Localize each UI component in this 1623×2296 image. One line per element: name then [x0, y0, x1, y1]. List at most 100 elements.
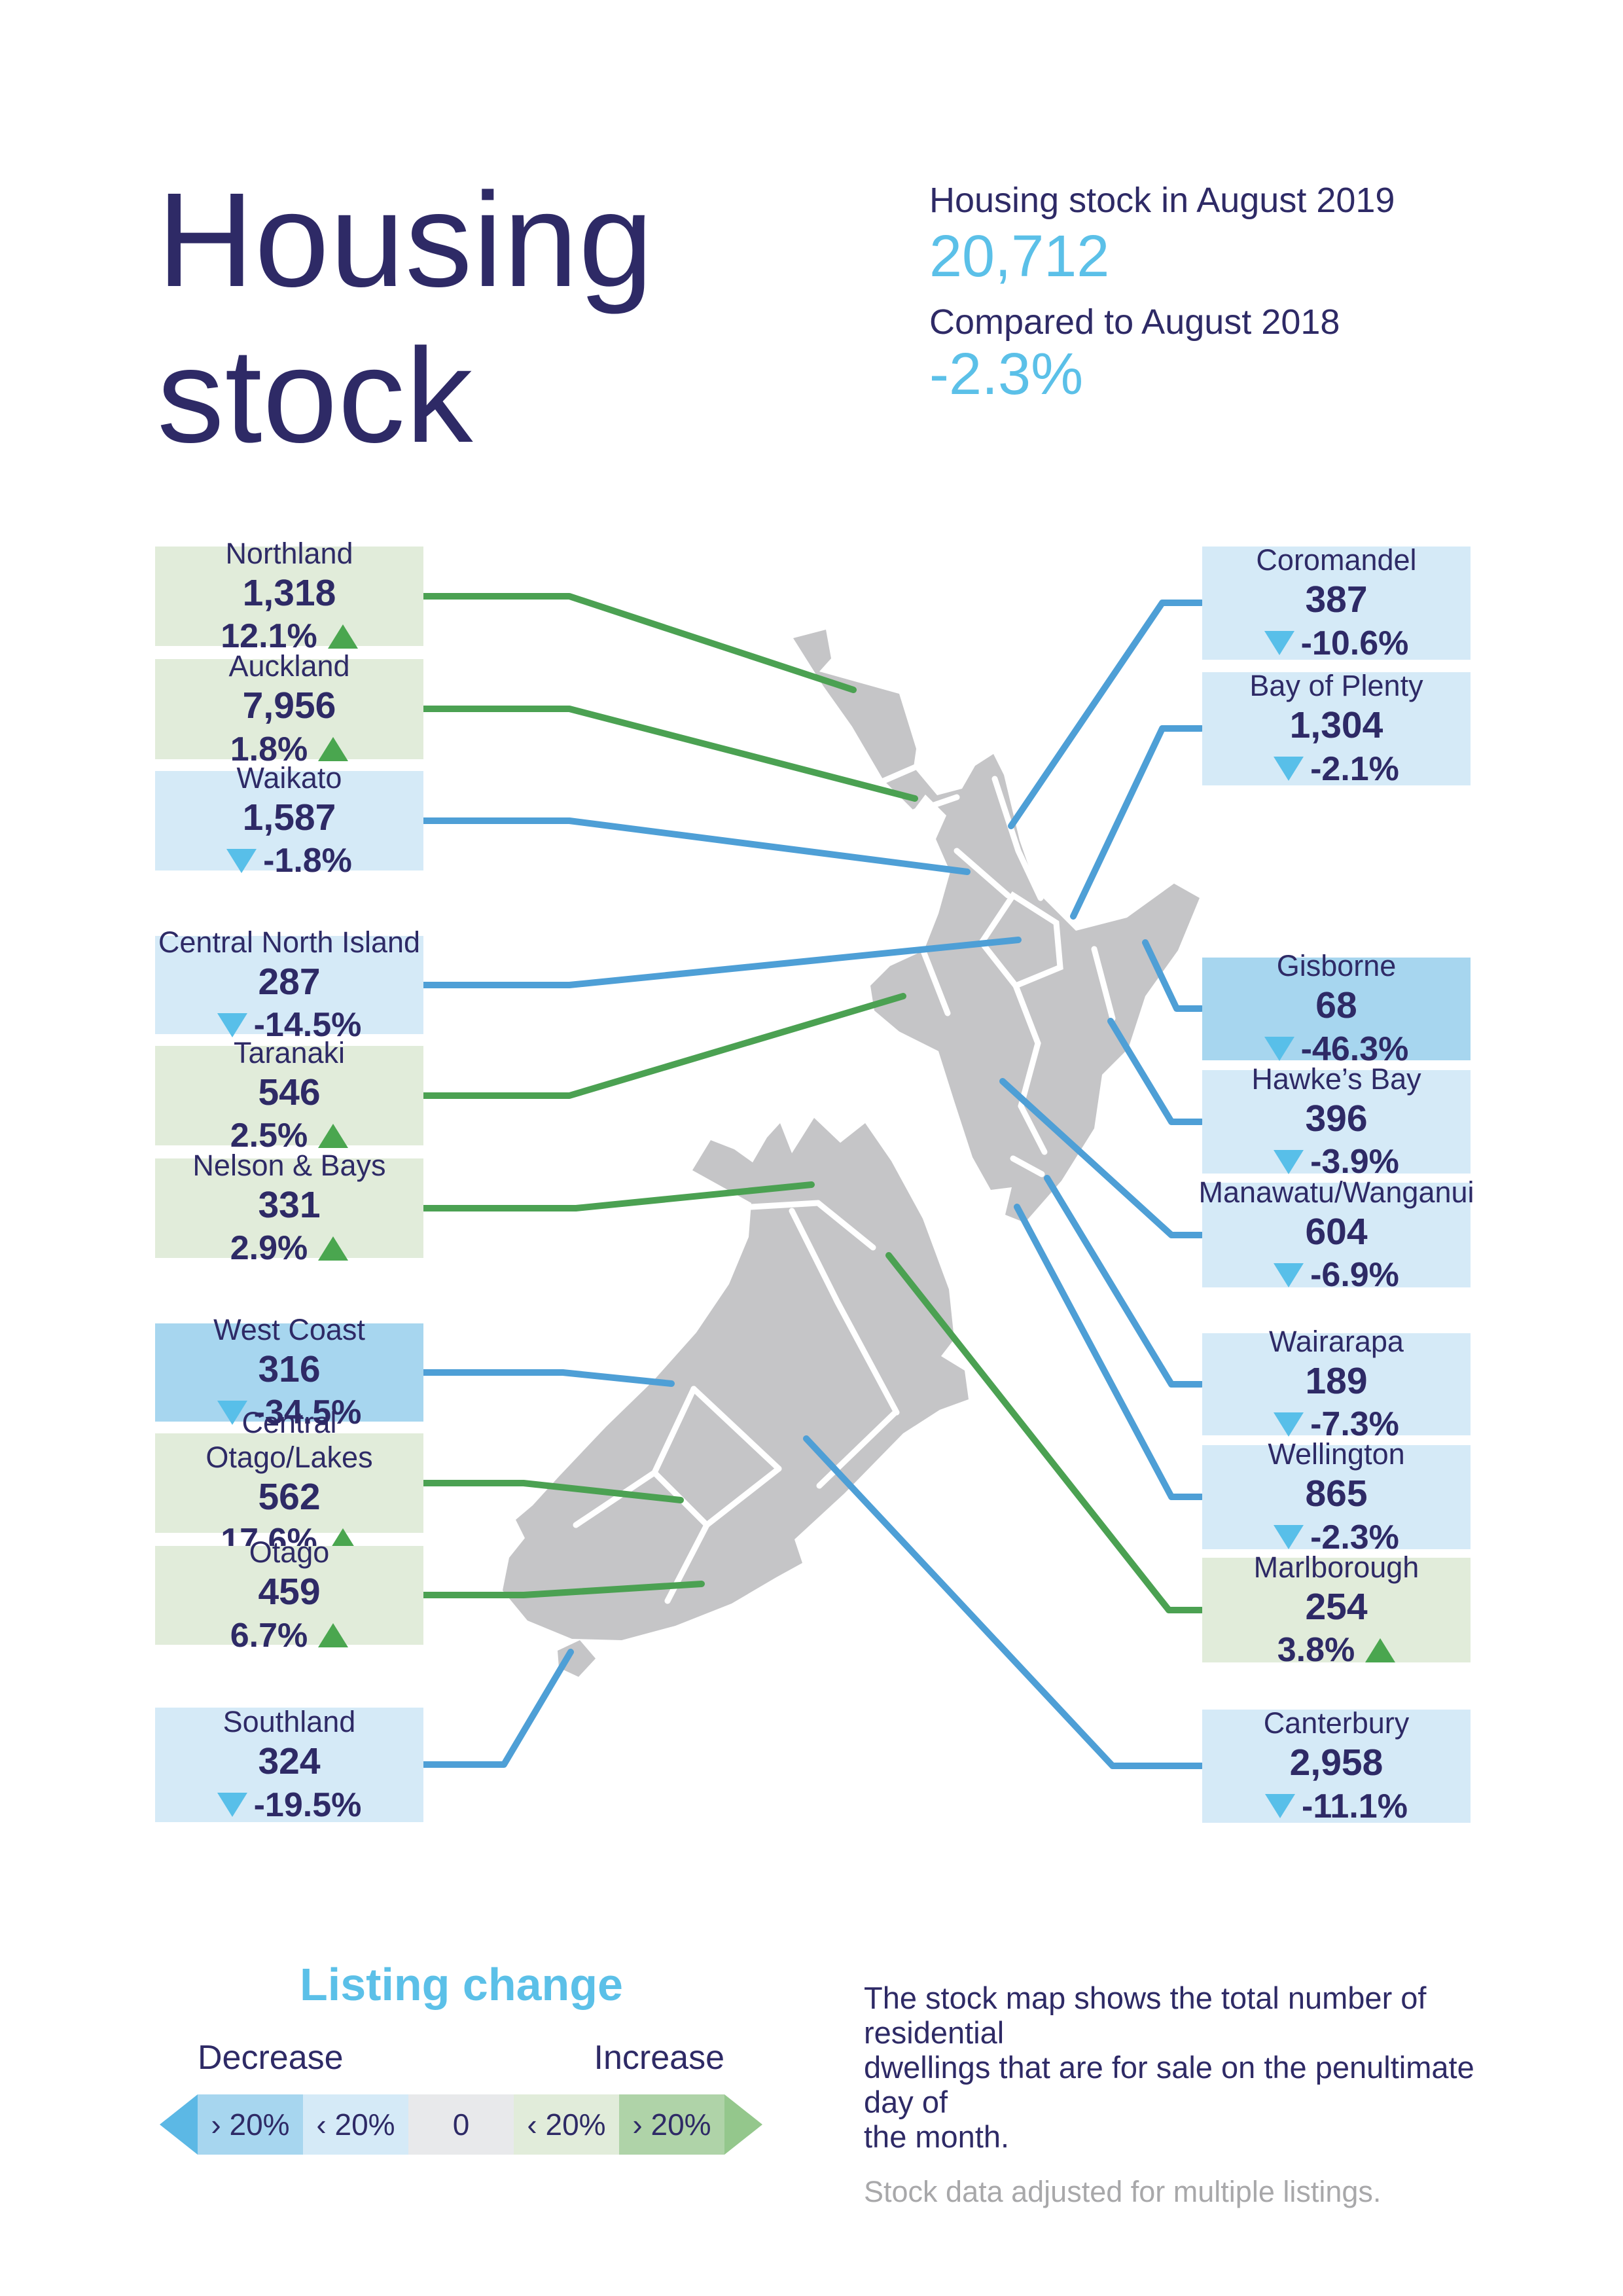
region-pct: -10.6%	[1300, 624, 1409, 662]
region-name: Southland	[223, 1705, 356, 1738]
legend-segment-zero: 0	[408, 2094, 514, 2155]
region-change: 3.8%	[1277, 1630, 1396, 1670]
region-value: 865	[1305, 1473, 1368, 1515]
region-value: 331	[258, 1183, 321, 1226]
down-arrow-icon	[1264, 1037, 1294, 1062]
region-name: Central Otago/Lakes	[205, 1405, 373, 1475]
region-change: 2.9%	[230, 1228, 349, 1268]
region-value: 562	[258, 1476, 321, 1518]
region-change: -7.3%	[1274, 1404, 1399, 1444]
region-name: Auckland	[228, 649, 350, 683]
stock-stat-label: Housing stock in August 2019	[929, 181, 1395, 220]
footer-description: The stock map shows the total number of …	[864, 1981, 1486, 2209]
up-arrow-icon	[318, 1623, 349, 1648]
footer-line: dwellings that are for sale on the penul…	[864, 2050, 1474, 2119]
region-name: Nelson & Bays	[192, 1148, 386, 1182]
region-card-otago: Otago 459 6.7%	[155, 1535, 423, 1655]
up-arrow-icon	[1365, 1638, 1396, 1662]
region-pct: 2.9%	[230, 1229, 308, 1268]
legend-title: Listing change	[300, 1959, 623, 2010]
region-pct: -2.1%	[1310, 749, 1399, 788]
region-value: 396	[1305, 1097, 1368, 1139]
region-value: 68	[1315, 984, 1357, 1027]
region-change: 12.1%	[221, 616, 358, 656]
region-value: 459	[258, 1571, 321, 1613]
region-value: 1,318	[242, 571, 336, 614]
region-value: 387	[1305, 579, 1368, 621]
connector-line-gisborne	[1142, 939, 1205, 1012]
legend-right-arrow-icon	[724, 2094, 762, 2155]
region-pct: 3.8%	[1277, 1631, 1355, 1670]
region-change: -10.6%	[1264, 623, 1409, 664]
region-change: -46.3%	[1264, 1029, 1408, 1069]
region-pct: 6.7%	[230, 1616, 308, 1655]
stewart-island-shape	[558, 1640, 596, 1677]
connector-line-west-coast	[419, 1369, 675, 1387]
region-card-central-otago-lakes: Central Otago/Lakes 562 17.6%	[155, 1406, 423, 1560]
region-card-northland: Northland 1,318 12.1%	[155, 537, 423, 655]
page-title-line2: stock	[157, 321, 474, 471]
down-arrow-icon	[1264, 631, 1294, 656]
footer-note: Stock data adjusted for multiple listing…	[864, 2175, 1382, 2208]
region-name: Canterbury	[1263, 1706, 1410, 1740]
region-pct: 1.8%	[230, 730, 308, 768]
footer-line: the month.	[864, 2119, 1010, 2154]
region-pct: -1.8%	[263, 842, 352, 880]
region-value: 7,956	[242, 685, 336, 727]
region-card-manawatu-wanganui: Manawatu/Wanganui 604 -6.9%	[1198, 1175, 1474, 1295]
region-value: 287	[258, 960, 321, 1003]
down-arrow-icon	[1274, 757, 1304, 781]
region-pct: -14.5%	[253, 1006, 362, 1045]
region-card-canterbury: Canterbury 2,958 -11.1%	[1202, 1706, 1471, 1825]
down-arrow-icon	[1265, 1794, 1296, 1819]
region-name: Marlborough	[1253, 1550, 1419, 1584]
region-name: Northland	[225, 536, 353, 570]
legend-increase-label: Increase	[594, 2039, 724, 2077]
region-name: Coromandel	[1256, 543, 1417, 577]
region-pct: -19.5%	[253, 1785, 362, 1824]
region-value: 1,587	[242, 796, 336, 838]
region-card-wairarapa: Wairarapa 189 -7.3%	[1202, 1325, 1471, 1443]
region-value: 189	[1305, 1359, 1368, 1402]
connector-line-auckland	[419, 706, 918, 802]
compare-stat-label: Compared to August 2018	[929, 302, 1340, 342]
region-pct: 12.1%	[221, 617, 317, 656]
region-value: 324	[258, 1740, 321, 1783]
region-card-marlborough: Marlborough 254 3.8%	[1202, 1551, 1471, 1669]
region-card-southland: Southland 324 -19.5%	[155, 1705, 423, 1824]
legend-segment-decrease-lt20: ‹ 20%	[303, 2094, 408, 2155]
summary-stats: Housing stock in August 2019 20,712 Comp…	[929, 181, 1518, 406]
region-card-coromandel: Coromandel 387 -10.6%	[1202, 543, 1471, 662]
region-card-central-north-island: Central North Island 287 -14.5%	[155, 925, 423, 1044]
region-name: Manawatu/Wanganui	[1198, 1175, 1474, 1209]
region-name: Gisborne	[1276, 949, 1397, 982]
up-arrow-icon	[318, 737, 349, 762]
region-change: -14.5%	[217, 1005, 362, 1045]
connector-line-waikato	[419, 817, 971, 875]
region-name: West Coast	[213, 1312, 365, 1346]
region-card-hawkes-bay: Hawke’s Bay 396 -3.9%	[1202, 1062, 1471, 1181]
stock-stat-value: 20,712	[929, 224, 1110, 289]
region-name: Bay of Plenty	[1249, 669, 1423, 702]
connector-line-wairarapa	[1044, 1175, 1205, 1388]
region-value: 2,958	[1289, 1742, 1383, 1784]
region-change: -11.1%	[1265, 1786, 1408, 1827]
region-pct: -6.9%	[1310, 1256, 1399, 1295]
region-pct: 2.5%	[230, 1117, 308, 1155]
connector-line-bay-of-plenty	[1070, 725, 1205, 920]
connector-line-central-otago-lakes	[419, 1480, 684, 1503]
connector-lines	[419, 593, 1205, 1769]
legend-segment-increase-gt20: › 20%	[619, 2094, 724, 2155]
region-change: -6.9%	[1274, 1255, 1399, 1295]
connector-line-otago	[419, 1581, 705, 1598]
region-pct: -11.1%	[1302, 1787, 1408, 1825]
region-change: 6.7%	[230, 1615, 349, 1656]
region-card-bay-of-plenty: Bay of Plenty 1,304 -2.1%	[1202, 669, 1471, 788]
region-name: Waikato	[236, 761, 342, 795]
connector-line-southland	[419, 1649, 574, 1768]
region-pct: -7.3%	[1310, 1405, 1399, 1444]
page-title-line1: Housing	[157, 165, 654, 315]
connector-line-marlborough	[885, 1252, 1205, 1613]
region-change: 2.5%	[230, 1115, 349, 1156]
region-pct: -34.5%	[253, 1393, 362, 1432]
